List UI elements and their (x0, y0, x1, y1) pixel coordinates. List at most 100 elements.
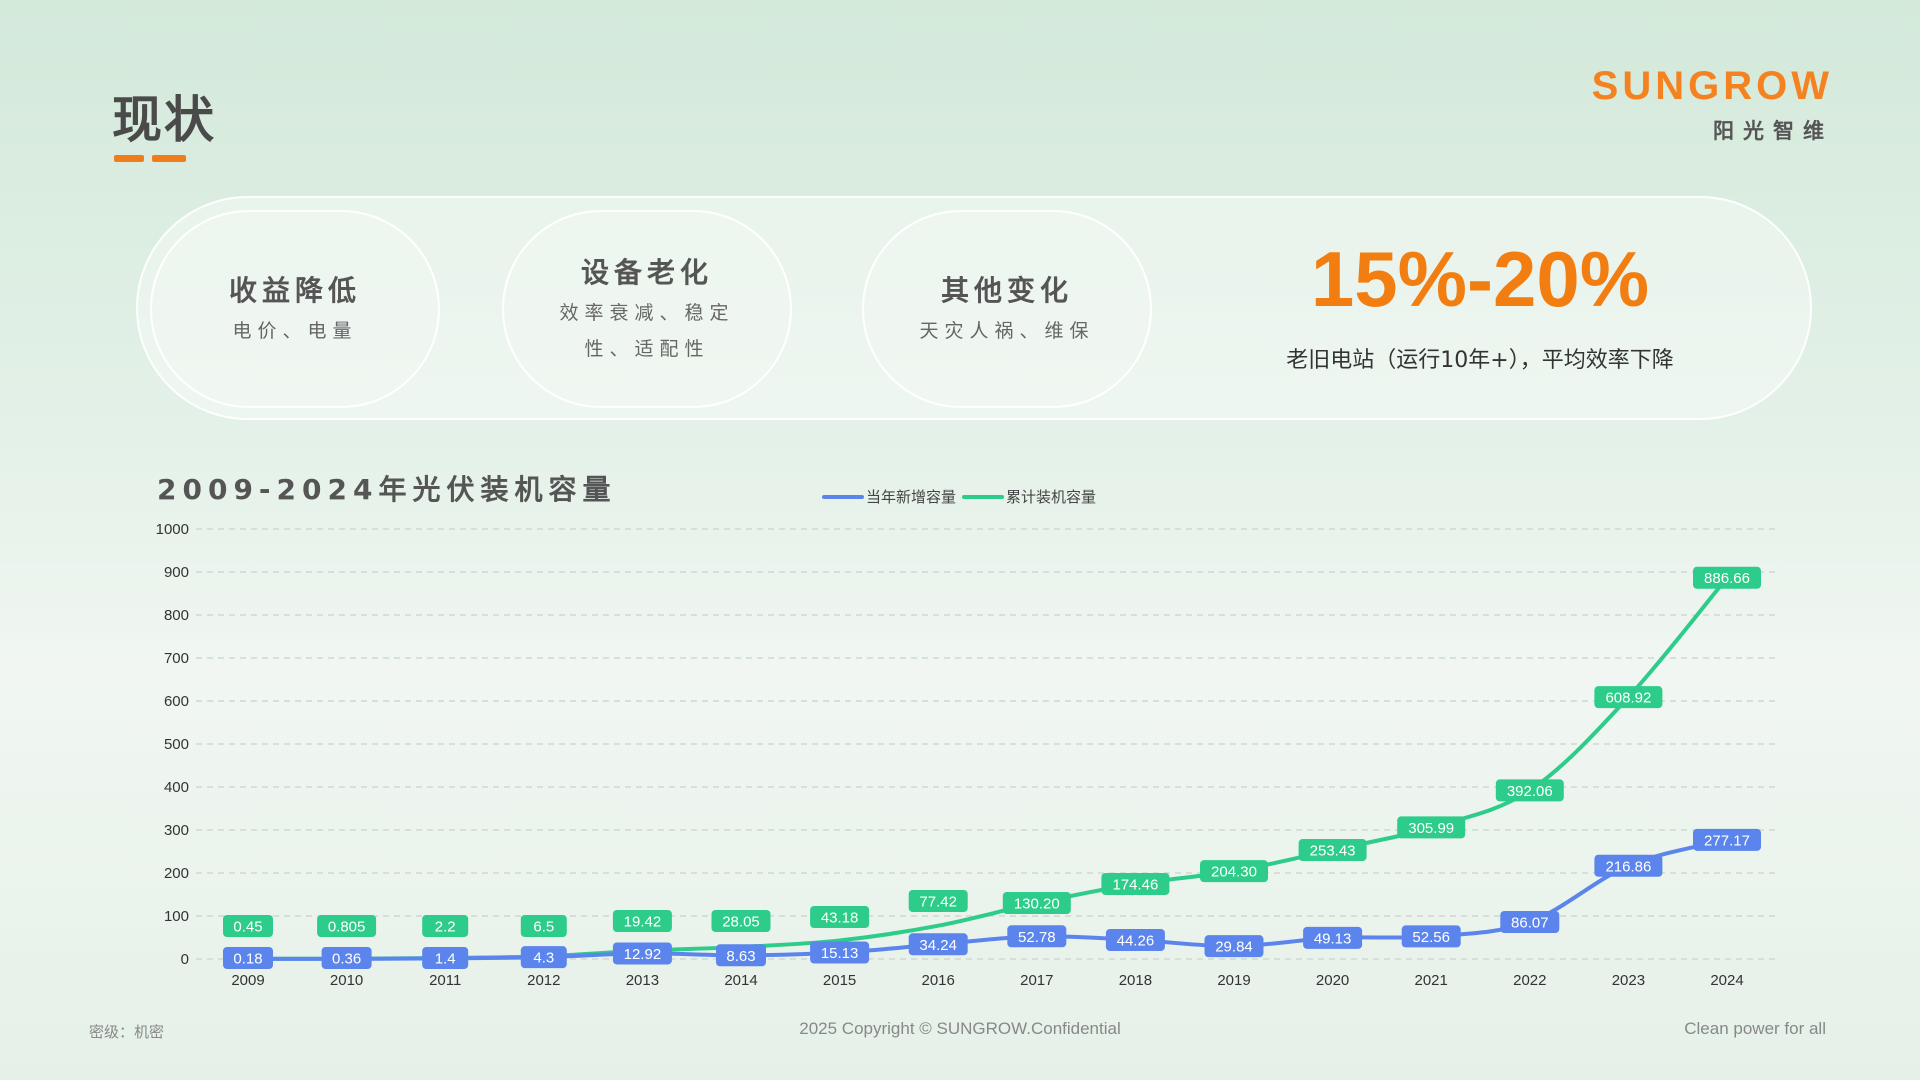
data-label-new-box (223, 947, 273, 969)
data-label-cumulative: 305.99 (1408, 820, 1454, 837)
data-label-new: 86.07 (1511, 914, 1549, 931)
legend-label-cumulative: 累计装机容量 (1006, 488, 1097, 506)
data-label-cumulative: 130.20 (1014, 896, 1060, 913)
data-label-new-box (1401, 925, 1461, 948)
x-tick-label: 2022 (1513, 972, 1546, 989)
data-label-new: 1.4 (435, 951, 456, 968)
data-label-cumulative-box (711, 910, 771, 932)
title-underline (114, 155, 186, 162)
data-label-cumulative-box (1101, 872, 1170, 895)
data-label-new: 29.84 (1215, 939, 1253, 956)
bubble-heading: 设备老化 (580, 256, 713, 289)
data-label-new: 34.24 (919, 937, 957, 954)
data-label-cumulative-box (1298, 839, 1367, 862)
legend-item-new[interactable]: 当年新增容量 (822, 486, 956, 507)
y-tick-label: 1000 (156, 521, 189, 538)
data-label-cumulative: 886.66 (1704, 570, 1750, 587)
stat-value: 15%-20% (1310, 235, 1650, 323)
data-label-new-box (810, 941, 870, 964)
data-label-new-box (1693, 828, 1761, 851)
data-label-cumulative: 0.805 (328, 919, 366, 936)
x-tick-label: 2021 (1415, 972, 1448, 989)
y-tick-label: 300 (164, 822, 189, 839)
series-line-new-capacity (246, 837, 1729, 961)
data-label-cumulative-box (1495, 779, 1564, 802)
data-label-cumulative: 28.05 (722, 914, 760, 931)
data-label-new-box (716, 944, 766, 967)
y-tick-label: 0 (181, 951, 189, 968)
data-label-new-box (1007, 925, 1067, 948)
x-tick-label: 2017 (1020, 972, 1053, 989)
x-tick-label: 2018 (1119, 972, 1152, 989)
data-label-new-box (1204, 935, 1264, 958)
data-label-new-box (908, 933, 968, 956)
y-tick-label: 600 (164, 693, 189, 710)
x-tick-label: 2019 (1217, 972, 1250, 989)
y-tick-label: 100 (164, 908, 189, 925)
data-label-cumulative-box (908, 890, 968, 912)
y-tick-label: 500 (164, 736, 189, 753)
y-tick-label: 800 (164, 607, 189, 624)
x-tick-label: 2009 (231, 972, 264, 989)
data-label-cumulative: 2.2 (435, 919, 456, 936)
data-label-cumulative: 77.42 (919, 894, 957, 911)
series-line-cumulative-capacity (246, 575, 1729, 961)
y-tick-label: 200 (164, 865, 189, 882)
data-label-new-box (1594, 854, 1663, 877)
brand-subtitle: 阳光智维 (1713, 119, 1833, 143)
y-tick-label: 900 (164, 564, 189, 581)
page-title: 现状 (112, 91, 216, 149)
legend-label-new: 当年新增容量 (866, 488, 957, 506)
data-label-cumulative-box (1693, 566, 1761, 589)
data-label-new-box (1105, 928, 1165, 951)
data-label-cumulative-box (1002, 892, 1071, 914)
data-label-new: 0.18 (233, 951, 262, 968)
footer-copyright: 2025 Copyright © SUNGROW.Confidential (799, 1019, 1121, 1038)
footer-slogan: Clean power for all (1684, 1019, 1826, 1038)
data-label-cumulative: 392.06 (1507, 783, 1553, 800)
data-label-cumulative: 43.18 (821, 910, 859, 927)
y-tick-label: 400 (164, 779, 189, 796)
data-label-cumulative-box (422, 915, 469, 937)
data-label-cumulative: 253.43 (1310, 843, 1356, 860)
data-label-cumulative-box (1594, 686, 1663, 709)
x-tick-label: 2012 (527, 972, 560, 989)
data-label-new-box (612, 942, 672, 965)
data-label-new: 277.17 (1704, 832, 1750, 849)
chart-legend: 当年新增容量 累计装机容量 (822, 486, 1096, 507)
data-label-new: 0.36 (332, 951, 361, 968)
data-label-new: 8.63 (726, 948, 755, 965)
bubble-heading: 其他变化 (940, 274, 1073, 307)
data-label-cumulative-box (612, 910, 672, 932)
brand-logo: SUNGROW 阳光智维 (1592, 64, 1833, 145)
stat-caption: 老旧电站（运行10年+），平均效率下降 (1286, 348, 1674, 373)
brand-name: SUNGROW (1591, 64, 1833, 108)
x-tick-label: 2016 (922, 972, 955, 989)
legend-swatch-cumulative (962, 494, 1005, 499)
x-tick-label: 2014 (724, 972, 757, 989)
data-label-new: 44.26 (1117, 932, 1155, 949)
data-label-cumulative: 608.92 (1605, 690, 1651, 707)
data-label-new: 4.3 (533, 950, 554, 967)
summary-bubble-other: 其他变化 天灾人祸、维保 (862, 210, 1152, 408)
x-tick-label: 2011 (429, 972, 461, 989)
legend-swatch-new (822, 494, 864, 499)
y-tick-label: 700 (164, 650, 189, 667)
bubble-subtext: 天灾人祸、维保 (919, 320, 1095, 342)
data-label-cumulative: 0.45 (233, 919, 262, 936)
data-label-cumulative: 19.42 (624, 914, 662, 931)
bubble-subtext: 电价、电量 (232, 320, 358, 342)
chart-title: 2009-2024年光伏装机容量 (157, 473, 617, 506)
data-label-new-box (422, 947, 469, 969)
bubble-subtext: 效率衰减、稳定性、适配性 (559, 302, 735, 360)
summary-bubble-aging: 设备老化 效率衰减、稳定性、适配性 (502, 210, 792, 408)
data-label-cumulative-box (1397, 816, 1466, 839)
data-label-cumulative-box (520, 915, 567, 937)
legend-item-cumulative[interactable]: 累计装机容量 (962, 486, 1096, 507)
x-tick-label: 2010 (330, 972, 363, 989)
data-label-new: 52.78 (1018, 929, 1056, 946)
data-label-new-box (1303, 926, 1363, 949)
data-label-cumulative-box (223, 915, 273, 937)
data-label-new-box (321, 947, 372, 969)
